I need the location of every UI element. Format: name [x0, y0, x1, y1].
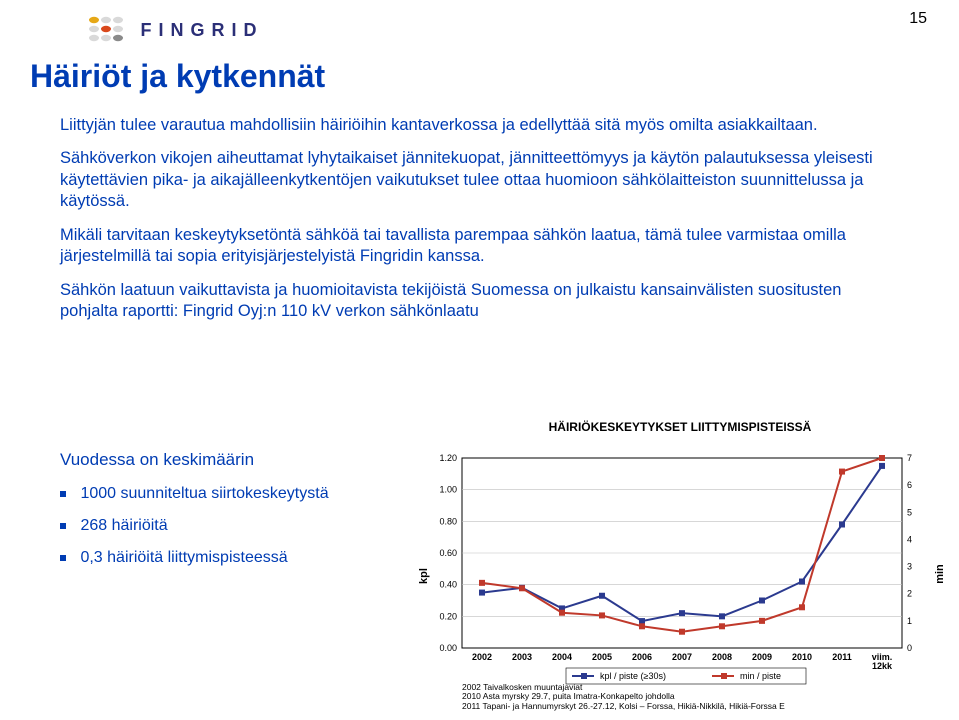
- bullet-text: 268 häiriöitä: [80, 517, 167, 534]
- svg-text:4: 4: [907, 534, 912, 544]
- svg-text:kpl / piste (≥30s): kpl / piste (≥30s): [600, 671, 666, 681]
- svg-text:5: 5: [907, 507, 912, 517]
- logo-wordmark: FINGRID: [140, 20, 263, 41]
- svg-text:1: 1: [907, 616, 912, 626]
- svg-text:0.20: 0.20: [439, 611, 457, 621]
- bullet-text: 1000 suunniteltua siirtokeskeytystä: [80, 485, 328, 502]
- interruption-chart: HÄIRIÖKESKEYTYKSET LIITTYMISPISTEISSÄ kp…: [420, 420, 940, 710]
- svg-text:2005: 2005: [592, 652, 612, 662]
- svg-text:2: 2: [907, 589, 912, 599]
- chart-footnotes: 2002 Taivalkosken muuntajaviat2010 Asta …: [462, 683, 785, 712]
- chart-title: HÄIRIÖKESKEYTYKSET LIITTYMISPISTEISSÄ: [420, 420, 940, 434]
- y-left-label: kpl: [418, 568, 430, 584]
- svg-text:2002: 2002: [472, 652, 492, 662]
- svg-text:6: 6: [907, 480, 912, 490]
- bullet-icon: [60, 491, 66, 497]
- svg-text:min / piste: min / piste: [740, 671, 781, 681]
- logo-dots: [88, 14, 130, 47]
- body-paragraph: Sähkön laatuun vaikuttavista ja huomioit…: [60, 280, 900, 323]
- body-text: Liittyjän tulee varautua mahdollisiin hä…: [60, 115, 900, 335]
- svg-text:2007: 2007: [672, 652, 692, 662]
- annual-heading: Vuodessa on keskimäärin: [60, 450, 254, 470]
- svg-text:3: 3: [907, 562, 912, 572]
- svg-text:0: 0: [907, 643, 912, 653]
- bullet-icon: [60, 555, 66, 561]
- svg-text:0.40: 0.40: [439, 580, 457, 590]
- bullet-text: 0,3 häiriöitä liittymispisteessä: [80, 549, 287, 566]
- svg-text:0.00: 0.00: [439, 643, 457, 653]
- bullet-icon: [60, 523, 66, 529]
- fingrid-logo: FINGRID: [88, 14, 263, 47]
- body-paragraph: Liittyjän tulee varautua mahdollisiin hä…: [60, 115, 900, 136]
- y-right-label: min: [934, 564, 946, 584]
- svg-text:2003: 2003: [512, 652, 532, 662]
- body-paragraph: Mikäli tarvitaan keskeytyksetöntä sähköä…: [60, 225, 900, 268]
- chart-footnote: 2011 Tapani- ja Hannumyrskyt 26.-27.12, …: [462, 702, 785, 712]
- svg-text:7: 7: [907, 453, 912, 463]
- svg-text:2009: 2009: [752, 652, 772, 662]
- annual-bullets: 1000 suunniteltua siirtokeskeytystä 268 …: [60, 485, 329, 581]
- bullet-row: 1000 suunniteltua siirtokeskeytystä: [60, 485, 329, 503]
- svg-text:2011: 2011: [832, 652, 852, 662]
- page-title: Häiriöt ja kytkennät: [30, 58, 325, 95]
- svg-text:1.00: 1.00: [439, 485, 457, 495]
- svg-text:2010: 2010: [792, 652, 812, 662]
- body-paragraph: Sähköverkon vikojen aiheuttamat lyhytaik…: [60, 148, 900, 212]
- svg-text:2004: 2004: [552, 652, 572, 662]
- svg-text:0.80: 0.80: [439, 516, 457, 526]
- page-number: 15: [909, 10, 927, 28]
- bullet-row: 268 häiriöitä: [60, 517, 329, 535]
- chart-svg: 0.00 0.20 0.40 0.60 0.80 1.00 1.20 0 1 2 3 4 5 6 7 2002…: [420, 438, 940, 698]
- svg-text:2006: 2006: [632, 652, 652, 662]
- bullet-row: 0,3 häiriöitä liittymispisteessä: [60, 549, 329, 567]
- svg-text:2008: 2008: [712, 652, 732, 662]
- svg-text:0.60: 0.60: [439, 548, 457, 558]
- svg-text:12kk: 12kk: [872, 661, 893, 671]
- svg-text:1.20: 1.20: [439, 453, 457, 463]
